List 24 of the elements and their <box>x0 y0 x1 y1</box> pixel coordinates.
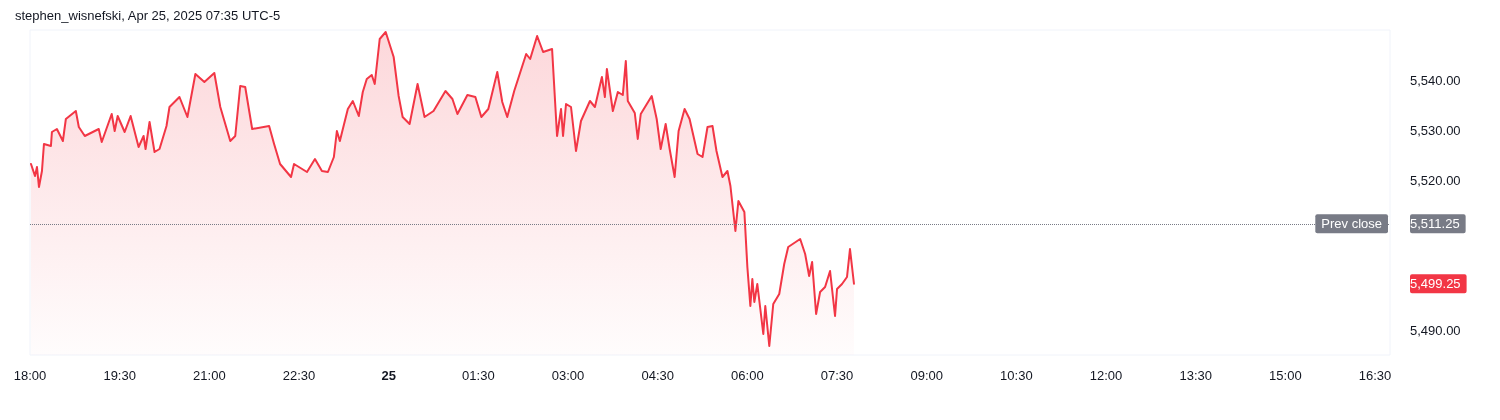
x-tick-label: 16:30 <box>1358 368 1392 383</box>
x-tick-label: 21:00 <box>193 368 226 383</box>
x-tick-label: 18:00 <box>13 368 47 383</box>
x-tick-label: 06:00 <box>731 368 764 383</box>
y-tick-label: 5,540.00 <box>1410 72 1461 88</box>
chart-title: stephen_wisnefski, Apr 25, 2025 07:35 UTC-5 <box>15 8 281 23</box>
x-tick-label: 03:00 <box>551 368 585 383</box>
y-tick-label: 5,511.25 <box>1410 216 1460 232</box>
x-tick-label: 22:30 <box>282 368 316 383</box>
x-tick-label: 10:30 <box>1000 368 1033 383</box>
y-tick-label: 5,490.00 <box>1410 322 1461 338</box>
x-tick-label: 12:00 <box>1089 368 1123 383</box>
ref-line-label: Prev close <box>1321 216 1382 232</box>
x-tick-label: 15:00 <box>1269 368 1302 383</box>
x-tick-label: 25 <box>381 368 396 383</box>
y-tick-label: 5,530.00 <box>1410 122 1461 138</box>
x-tick-label: 01:30 <box>462 368 495 383</box>
y-tick-label: 5,520.00 <box>1410 172 1461 188</box>
x-tick-label: 07:30 <box>820 368 854 383</box>
x-tick-label: 19:30 <box>103 368 136 383</box>
x-tick-label: 09:00 <box>910 368 943 383</box>
x-tick-label: 13:30 <box>1179 368 1212 383</box>
x-tick-label: 04:30 <box>641 368 674 383</box>
y-tick-label: 5,499.25 <box>1410 276 1461 292</box>
